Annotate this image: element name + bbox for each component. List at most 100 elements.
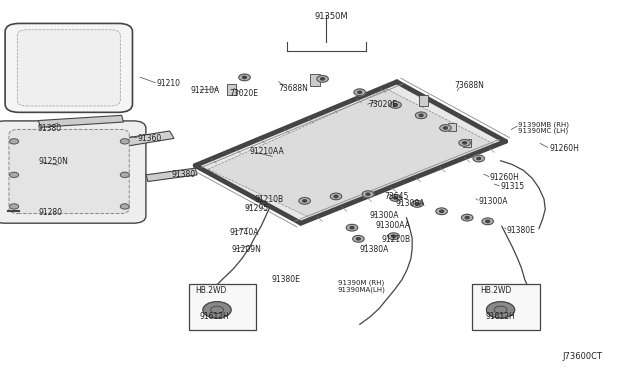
Circle shape — [299, 198, 310, 204]
Circle shape — [440, 125, 451, 131]
Bar — [463, 139, 471, 147]
Bar — [310, 74, 320, 86]
Bar — [227, 84, 237, 95]
Bar — [472, 284, 540, 330]
Text: 73020E: 73020E — [229, 89, 258, 98]
Circle shape — [388, 233, 399, 240]
Text: 91210AA: 91210AA — [250, 147, 284, 156]
Bar — [189, 284, 256, 330]
Circle shape — [486, 220, 490, 222]
Circle shape — [346, 224, 358, 231]
Circle shape — [362, 191, 374, 198]
Text: 91390MA(LH): 91390MA(LH) — [338, 286, 386, 293]
Text: 73688N: 73688N — [454, 81, 484, 90]
Polygon shape — [146, 168, 197, 182]
Polygon shape — [38, 115, 124, 127]
Polygon shape — [208, 89, 496, 219]
Text: 91380: 91380 — [37, 124, 61, 133]
Circle shape — [465, 217, 469, 219]
Bar — [419, 95, 429, 106]
Circle shape — [473, 155, 484, 162]
Text: 91360: 91360 — [138, 134, 162, 143]
Circle shape — [10, 204, 19, 209]
Text: 91380A: 91380A — [360, 245, 389, 254]
Text: 91210B: 91210B — [255, 195, 284, 203]
Circle shape — [356, 238, 360, 240]
Text: 91300A: 91300A — [370, 211, 399, 220]
Text: 91209N: 91209N — [232, 245, 262, 254]
Circle shape — [392, 235, 396, 237]
FancyBboxPatch shape — [5, 23, 132, 112]
Text: 91390MB (RH): 91390MB (RH) — [518, 121, 570, 128]
Text: J73600CT: J73600CT — [562, 352, 602, 361]
Text: 91250N: 91250N — [38, 157, 68, 166]
Text: 91612H: 91612H — [485, 312, 515, 321]
Circle shape — [477, 157, 481, 160]
Circle shape — [243, 76, 246, 78]
Circle shape — [10, 139, 19, 144]
Circle shape — [440, 210, 444, 212]
Polygon shape — [195, 82, 506, 223]
Text: 73020E: 73020E — [368, 100, 397, 109]
Circle shape — [303, 200, 307, 202]
Circle shape — [444, 127, 447, 129]
Circle shape — [415, 203, 419, 205]
Text: 91210A: 91210A — [191, 86, 220, 94]
Text: 91380E: 91380E — [507, 226, 536, 235]
FancyBboxPatch shape — [9, 129, 129, 214]
Circle shape — [120, 172, 129, 177]
Text: 73688N: 73688N — [278, 84, 308, 93]
Text: 91210B: 91210B — [381, 235, 411, 244]
Bar — [448, 123, 456, 131]
Circle shape — [482, 218, 493, 225]
Text: 91740A: 91740A — [229, 228, 259, 237]
Text: 91260H: 91260H — [490, 173, 520, 182]
Text: 91612H: 91612H — [200, 312, 229, 321]
Circle shape — [419, 114, 423, 116]
Text: 91315: 91315 — [500, 182, 525, 191]
FancyBboxPatch shape — [0, 121, 146, 223]
Text: 91210: 91210 — [157, 79, 181, 88]
Text: 91300AA: 91300AA — [375, 221, 410, 230]
Circle shape — [120, 139, 129, 144]
Text: 91390M (RH): 91390M (RH) — [338, 279, 384, 286]
Circle shape — [412, 201, 423, 207]
Circle shape — [394, 197, 397, 199]
Text: 91295: 91295 — [244, 204, 269, 213]
Circle shape — [334, 195, 338, 198]
Text: 91260H: 91260H — [549, 144, 579, 153]
Circle shape — [239, 74, 250, 81]
Circle shape — [358, 91, 362, 93]
Circle shape — [436, 208, 447, 215]
Circle shape — [120, 204, 129, 209]
Circle shape — [415, 112, 427, 119]
Text: 91280: 91280 — [38, 208, 63, 217]
Text: HB.2WD: HB.2WD — [195, 286, 227, 295]
Circle shape — [459, 140, 470, 146]
Circle shape — [390, 195, 401, 201]
Circle shape — [486, 302, 515, 318]
Text: 91300A: 91300A — [396, 199, 425, 208]
Circle shape — [317, 76, 328, 82]
FancyBboxPatch shape — [17, 30, 120, 106]
Text: 91350M: 91350M — [315, 12, 349, 21]
Circle shape — [330, 193, 342, 200]
Circle shape — [353, 235, 364, 242]
Text: 91380: 91380 — [172, 170, 196, 179]
Polygon shape — [95, 131, 174, 151]
Circle shape — [321, 78, 324, 80]
Text: HB.2WD: HB.2WD — [480, 286, 511, 295]
Circle shape — [10, 172, 19, 177]
Circle shape — [203, 302, 231, 318]
Text: 91390MC (LH): 91390MC (LH) — [518, 128, 568, 134]
Circle shape — [366, 193, 370, 195]
Circle shape — [463, 142, 467, 144]
Circle shape — [461, 214, 473, 221]
Text: 91300A: 91300A — [479, 197, 508, 206]
Circle shape — [354, 89, 365, 96]
Circle shape — [350, 227, 354, 229]
Text: 73645: 73645 — [384, 192, 408, 201]
Circle shape — [390, 102, 401, 108]
Circle shape — [394, 104, 397, 106]
Text: 91380E: 91380E — [272, 275, 301, 284]
